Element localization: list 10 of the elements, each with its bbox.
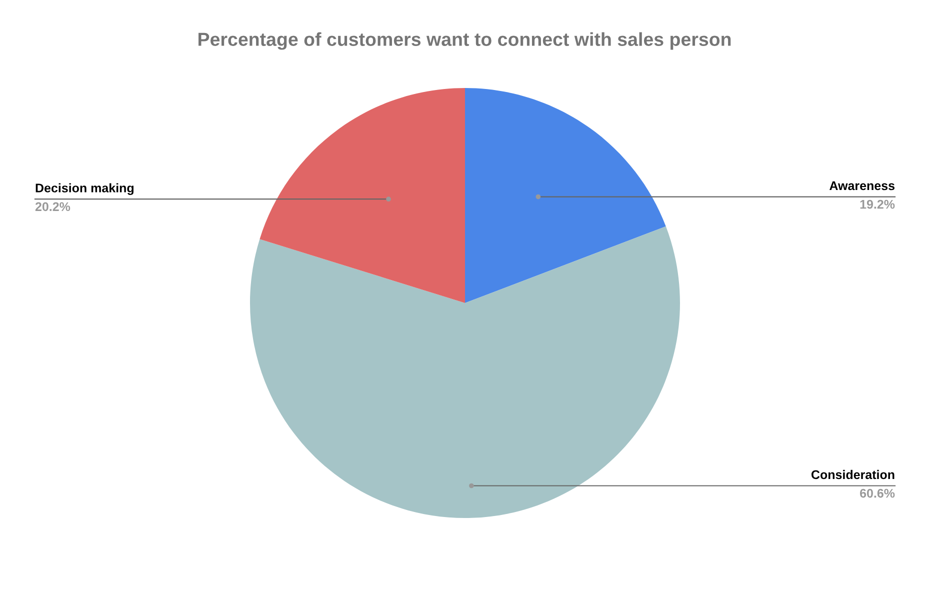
data-label: 19.2% [860, 200, 895, 209]
chart-title: Percentage of customers want to connect with sales person [198, 32, 731, 50]
slice-label: Decision making [36, 183, 134, 195]
data-label: 60.6% [860, 488, 895, 498]
pie-slice [465, 88, 666, 303]
slice-label: Awareness [830, 181, 894, 190]
slice-label: Consideration [811, 470, 894, 480]
pie-slice [250, 226, 680, 518]
pie-slice [260, 88, 465, 303]
data-label: 20.2% [35, 202, 70, 212]
